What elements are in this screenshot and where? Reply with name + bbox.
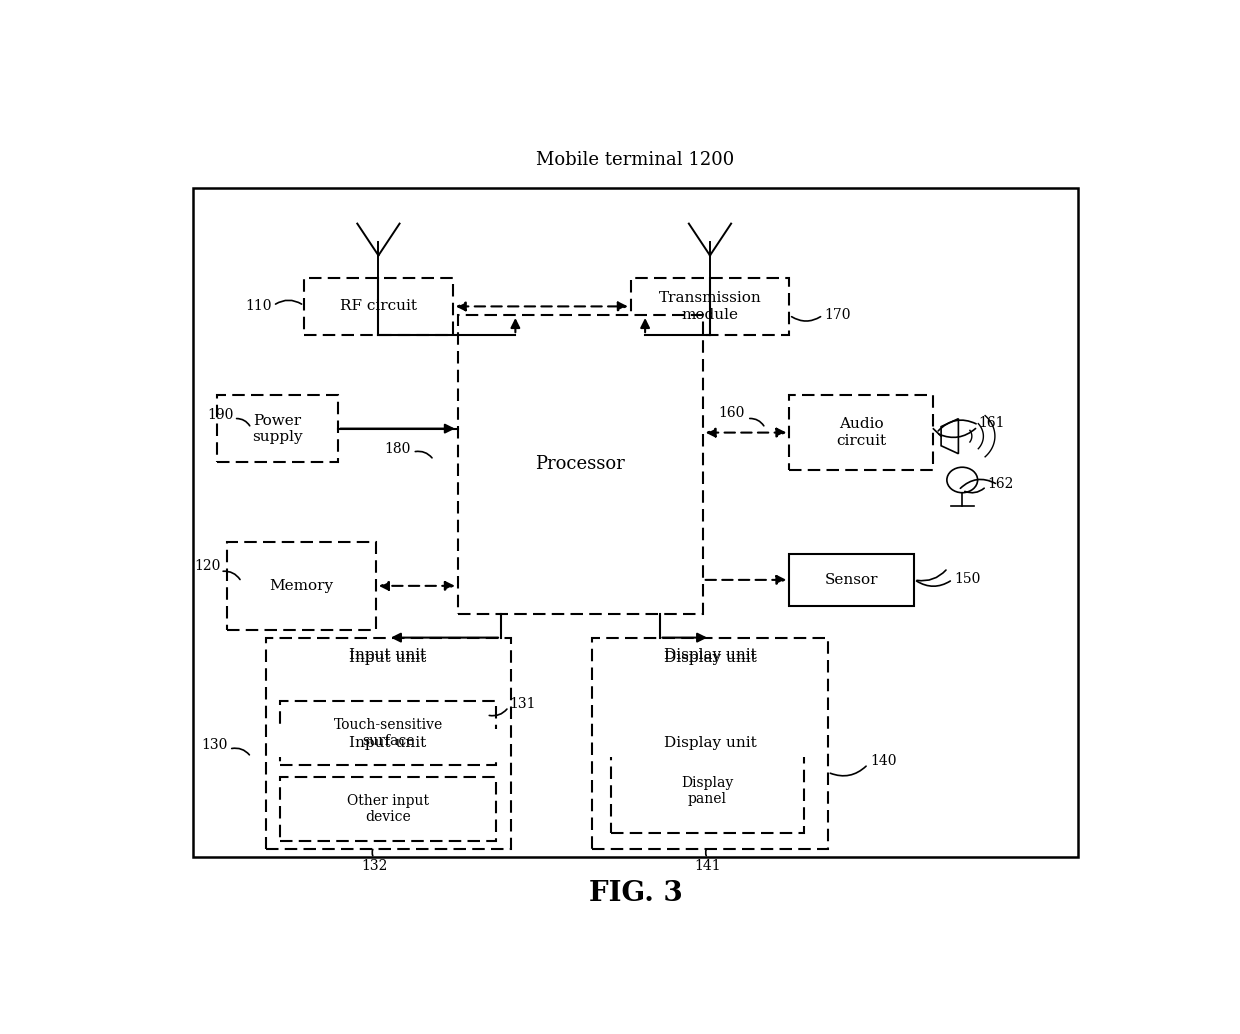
Text: Touch-sensitive
surface: Touch-sensitive surface: [334, 718, 443, 749]
Text: 120: 120: [195, 559, 221, 573]
Text: 130: 130: [201, 738, 228, 752]
Bar: [631, 278, 789, 335]
Bar: [227, 542, 376, 630]
Bar: [593, 638, 828, 849]
Bar: [304, 278, 453, 335]
Bar: [217, 395, 337, 462]
Text: 162: 162: [987, 477, 1014, 491]
Bar: [280, 701, 496, 765]
Text: Display unit: Display unit: [663, 736, 756, 750]
Text: Display unit: Display unit: [663, 650, 756, 665]
Bar: [789, 395, 934, 470]
Text: Other input
device: Other input device: [347, 794, 429, 824]
Text: Memory: Memory: [269, 579, 334, 592]
Text: 180: 180: [384, 442, 410, 456]
Bar: [275, 729, 501, 758]
Bar: [611, 749, 804, 832]
Text: FIG. 3: FIG. 3: [589, 881, 682, 908]
Text: Processor: Processor: [536, 455, 625, 474]
Bar: [280, 777, 496, 841]
Text: 132: 132: [361, 859, 387, 873]
Text: Transmission
module: Transmission module: [658, 292, 761, 322]
Text: Input unit: Input unit: [350, 650, 427, 665]
Text: 161: 161: [978, 417, 1004, 430]
Text: Mobile terminal 1200: Mobile terminal 1200: [537, 151, 734, 169]
Bar: [601, 729, 818, 758]
Text: 141: 141: [694, 859, 720, 873]
Text: Input unit: Input unit: [350, 648, 427, 662]
Text: 190: 190: [207, 407, 233, 422]
Text: Audio
circuit: Audio circuit: [836, 418, 887, 448]
Bar: [789, 554, 914, 606]
Text: 170: 170: [825, 308, 851, 323]
Text: Input unit: Input unit: [350, 736, 427, 750]
Text: Display unit: Display unit: [663, 648, 756, 662]
Text: 140: 140: [870, 754, 897, 768]
Bar: [265, 638, 511, 849]
Text: 160: 160: [718, 406, 745, 420]
Bar: [458, 315, 703, 614]
Bar: [193, 188, 1078, 856]
Text: RF circuit: RF circuit: [340, 300, 417, 313]
Polygon shape: [941, 419, 959, 454]
Text: Power
supply: Power supply: [252, 414, 303, 444]
Text: 110: 110: [246, 299, 272, 312]
Text: Sensor: Sensor: [825, 573, 878, 587]
Text: Display
panel: Display panel: [682, 776, 734, 805]
Text: 131: 131: [508, 697, 536, 710]
Text: 150: 150: [954, 573, 981, 586]
